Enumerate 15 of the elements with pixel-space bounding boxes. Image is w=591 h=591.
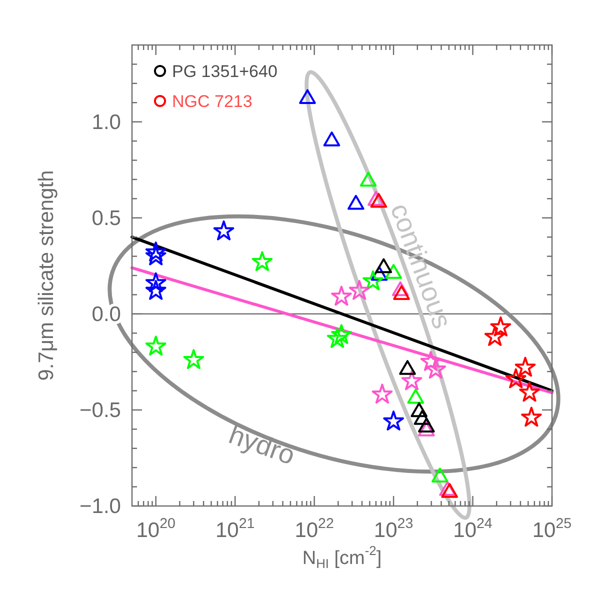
x-tick-label: 10$^{22}$	[294, 516, 334, 542]
x-axis-title: N$_{HI}$ [cm$^{-2}$]	[302, 543, 382, 572]
y-tick-label: −0.5	[80, 398, 121, 422]
legend-label: NGC 7213	[172, 92, 252, 110]
x-tick-label: 10$^{23}$	[374, 516, 414, 542]
x-tick-label: 10$^{20}$	[136, 516, 176, 542]
x-tick-label: 10$^{24}$	[453, 516, 492, 542]
legend-label: PG 1351+640	[172, 62, 278, 80]
y-tick-label: 1.0	[92, 110, 121, 134]
y-tick-label: −1.0	[80, 494, 121, 518]
y-axis-title: 9.7μm silicate strength	[34, 170, 58, 381]
x-tick-label: 10$^{21}$	[215, 516, 255, 542]
x-tick-label: 10$^{25}$	[532, 516, 572, 542]
y-tick-label: 0.5	[92, 206, 121, 230]
annotation: hydro	[225, 419, 299, 471]
